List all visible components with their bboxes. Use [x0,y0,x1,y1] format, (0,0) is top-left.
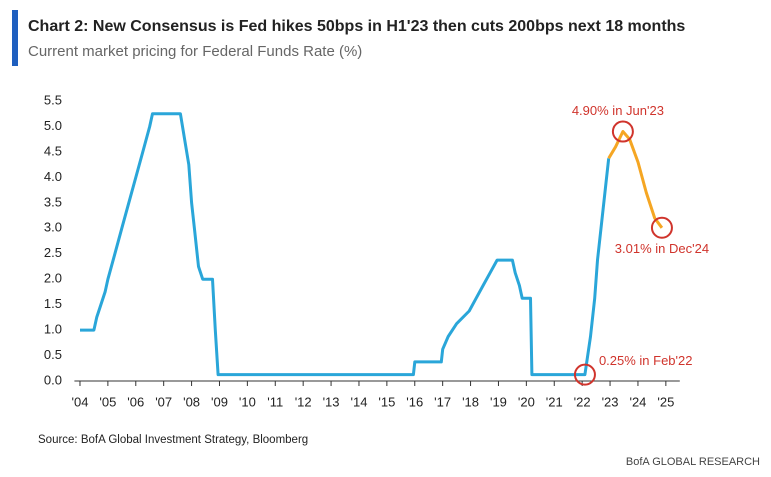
annotation-circle [573,363,596,386]
line-series [80,112,611,377]
x-tick-label: '14 [350,394,367,409]
annotation-circle [611,120,634,143]
x-tick-label: '08 [183,394,200,409]
x-tick-label: '07 [155,394,172,409]
footer: BofA GLOBAL RESEARCH [626,456,760,468]
x-tick-label: '04 [72,394,89,409]
y-tick-label: 2.5 [44,245,62,260]
y-tick-label: 4.0 [44,169,62,184]
annotation: 4.90% in Jun'23 [572,103,664,118]
y-tick-label: 0.0 [44,372,62,387]
y-tick-label: 4.5 [44,143,62,158]
annotation: 0.25% in Feb'22 [599,353,693,368]
y-tick-label: 5.5 [44,92,62,107]
x-tick-label: '20 [518,394,535,409]
x-tick-label: '06 [127,394,144,409]
x-tick-label: '09 [211,394,228,409]
x-tick-label: '12 [295,394,312,409]
title-bar [12,10,18,66]
x-tick-label: '21 [546,394,563,409]
x-tick-label: '05 [99,394,116,409]
y-tick-label: 1.5 [44,296,62,311]
x-tick-label: '24 [629,394,646,409]
line-series [607,130,664,229]
x-tick-label: '22 [574,394,591,409]
x-tick-label: '17 [434,394,451,409]
x-tick-label: '25 [657,394,674,409]
x-tick-label: '13 [323,394,340,409]
annotation-circle [650,216,673,239]
y-tick-label: 1.0 [44,322,62,337]
chart-title: Chart 2: New Consensus is Fed hikes 50bp… [28,18,685,35]
y-tick-label: 3.0 [44,220,62,235]
x-tick-label: '10 [239,394,256,409]
x-tick-label: '16 [406,394,423,409]
source: Source: BofA Global Investment Strategy,… [38,434,308,446]
annotation: 3.01% in Dec'24 [615,241,709,256]
x-tick-label: '23 [602,394,619,409]
y-tick-label: 2.0 [44,271,62,286]
x-tick-label: '19 [490,394,507,409]
x-tick-label: '11 [267,394,283,409]
y-tick-label: 3.5 [44,194,62,209]
y-tick-label: 5.0 [44,118,62,133]
x-tick-label: '18 [462,394,479,409]
chart-subtitle: Current market pricing for Federal Funds… [28,43,362,60]
x-tick-label: '15 [378,394,395,409]
y-tick-label: 0.5 [44,347,62,362]
